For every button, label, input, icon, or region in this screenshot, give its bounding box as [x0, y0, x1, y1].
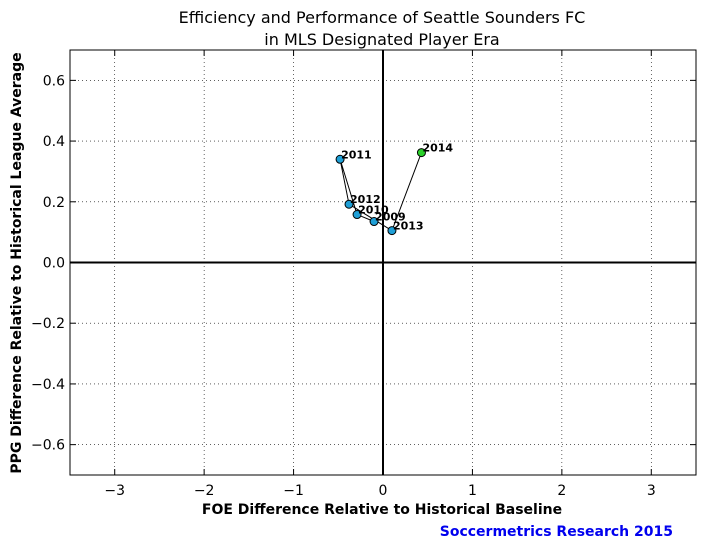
data-point	[335, 154, 345, 164]
plot-frame	[69, 49, 697, 476]
data-point	[369, 217, 379, 227]
x-axis-label: FOE Difference Relative to Historical Ba…	[202, 502, 562, 518]
y-tick-label: −0.4	[31, 377, 65, 393]
data-point	[344, 199, 354, 209]
point-label: 2012	[350, 193, 381, 206]
y-tick-label: −0.6	[31, 438, 65, 454]
point-layer	[335, 148, 426, 236]
point-label: 2013	[393, 220, 424, 233]
data-point	[352, 210, 362, 220]
x-tick-label: −1	[283, 483, 304, 499]
x-tick-label: 0	[379, 483, 388, 499]
tick-layer: −3 −2 −1 0 1 2 3 −0.6 −0.4 −0.2 0.0 0.2 0.4 0.6	[31, 50, 696, 499]
x-tick-label: 3	[647, 483, 656, 499]
zero-lines	[70, 50, 696, 475]
x-tick-label: −2	[194, 483, 215, 499]
chart-title-line1: Efficiency and Performance of Seattle So…	[179, 8, 586, 27]
data-point	[387, 226, 397, 236]
x-tick-label: 2	[557, 483, 566, 499]
point-label: 2009	[375, 211, 406, 224]
y-tick-label: 0.6	[43, 73, 65, 89]
x-tick-label: 1	[468, 483, 477, 499]
y-tick-label: 0.2	[43, 195, 65, 211]
chart-title-line2: in MLS Designated Player Era	[264, 30, 499, 49]
point-label: 2011	[341, 148, 372, 161]
data-point	[416, 148, 426, 158]
x-tick-label: −3	[104, 483, 125, 499]
credit-text: Soccermetrics Research 2015	[440, 524, 673, 540]
point-label: 2014	[422, 142, 453, 155]
point-label: 2010	[358, 204, 389, 217]
y-tick-label: 0.4	[43, 134, 65, 150]
y-tick-label: 0.0	[43, 256, 65, 272]
y-axis-label: PPG Difference Relative to Historical Le…	[9, 52, 25, 473]
y-tick-label: −0.2	[31, 316, 65, 332]
